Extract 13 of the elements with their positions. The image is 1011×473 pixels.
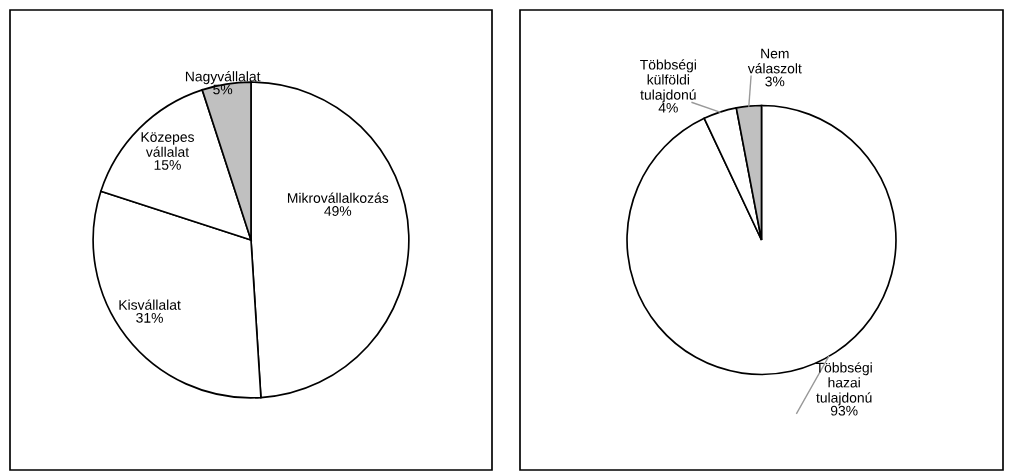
slice-label: Többségi külföldi tulajdonú	[640, 59, 696, 103]
data-label: 15%	[154, 160, 181, 170]
data-label: 3%	[765, 76, 785, 87]
slice-label: Mikrovállalkozás	[287, 192, 389, 203]
slice-label: Többségi hazai tulajdonú	[815, 362, 872, 406]
data-label: 31%	[136, 312, 163, 323]
data-label: 49%	[324, 206, 352, 216]
data-label: 93%	[830, 405, 858, 416]
slice-label: Kisvállalat	[119, 299, 181, 310]
data-label: 4%	[658, 102, 678, 113]
slice-label: Nem válaszolt	[747, 48, 802, 74]
slice-label: Nagyvállalat	[185, 71, 261, 85]
slice-label: Közepes vállalat	[141, 132, 194, 157]
